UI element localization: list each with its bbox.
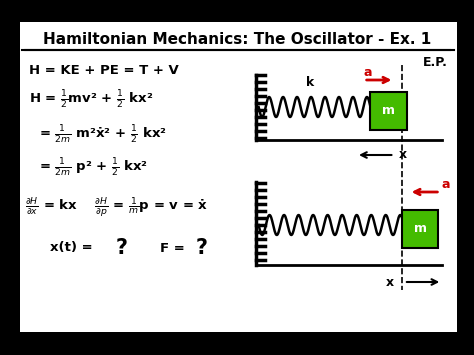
- Text: = $\frac{1}{2m}$ m²ẋ² + $\frac{1}{2}$ kx²: = $\frac{1}{2m}$ m²ẋ² + $\frac{1}{2}$ kx…: [39, 124, 166, 146]
- Text: x(t) =: x(t) =: [50, 241, 98, 255]
- Bar: [402, 210, 438, 248]
- Text: H = KE + PE = T + V: H = KE + PE = T + V: [29, 64, 179, 76]
- Text: H = $\frac{1}{2}$mv² + $\frac{1}{2}$ kx²: H = $\frac{1}{2}$mv² + $\frac{1}{2}$ kx²: [29, 89, 154, 111]
- Bar: [371, 92, 407, 130]
- Text: = $\frac{1}{2m}$ p² + $\frac{1}{2}$ kx²: = $\frac{1}{2m}$ p² + $\frac{1}{2}$ kx²: [39, 157, 148, 179]
- Text: a: a: [441, 179, 450, 191]
- Text: m: m: [382, 104, 395, 118]
- Text: ?: ?: [115, 238, 127, 258]
- Text: k: k: [306, 76, 315, 89]
- Text: $\frac{\partial H}{\partial x}$ = kx    $\frac{\partial H}{\partial p}$ = $\frac: $\frac{\partial H}{\partial x}$ = kx $\f…: [26, 196, 209, 220]
- Text: m: m: [414, 223, 427, 235]
- Text: a: a: [364, 66, 372, 80]
- Text: Hamiltonian Mechanics: The Oscillator - Ex. 1: Hamiltonian Mechanics: The Oscillator - …: [43, 33, 431, 48]
- Text: E.P.: E.P.: [423, 55, 448, 69]
- Text: x: x: [386, 275, 394, 289]
- Text: F =: F =: [160, 241, 190, 255]
- Text: ?: ?: [196, 238, 208, 258]
- Text: x: x: [399, 148, 407, 162]
- Bar: [19, 22, 457, 332]
